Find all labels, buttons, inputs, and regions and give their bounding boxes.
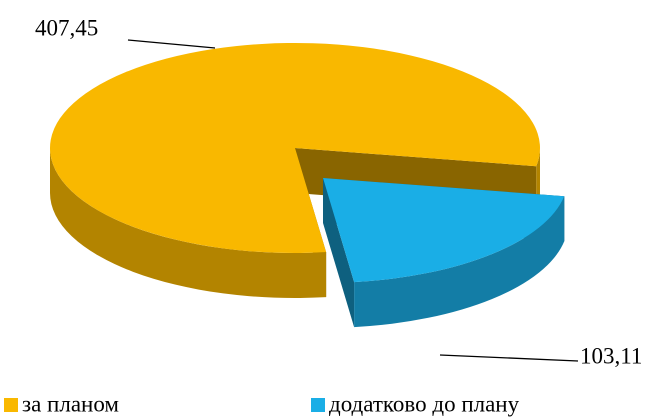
leader-line <box>127 39 216 49</box>
leader-line <box>439 354 579 362</box>
slice <box>49 43 541 254</box>
legend-swatch <box>4 398 18 412</box>
legend-swatch <box>311 398 325 412</box>
slice-side <box>50 148 327 298</box>
legend-label: додатково до плану <box>329 391 520 416</box>
slice-side <box>354 196 565 328</box>
slice <box>323 178 565 283</box>
data-label: 103,11 <box>580 343 642 368</box>
legend-label: за планом <box>22 391 119 416</box>
slice-face <box>323 178 355 328</box>
data-label: 407,45 <box>35 15 98 40</box>
